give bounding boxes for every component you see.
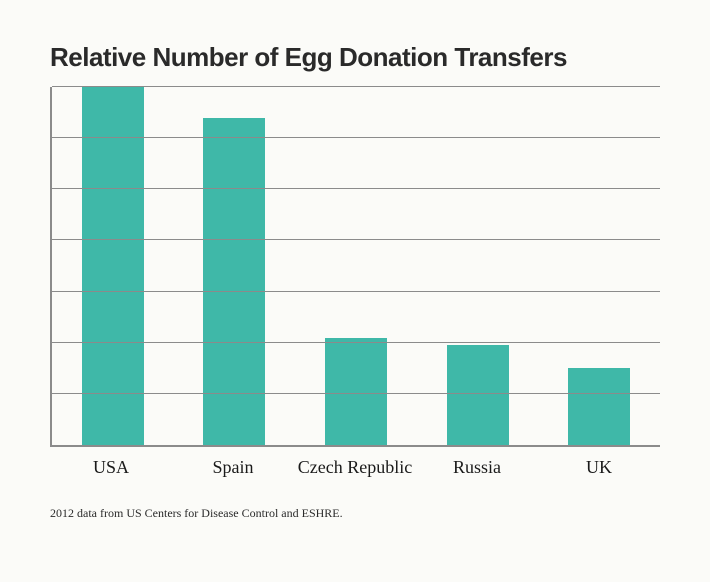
- bar: [325, 338, 387, 445]
- gridline: [52, 86, 660, 87]
- bar-slot: [538, 87, 660, 445]
- gridline: [52, 137, 660, 138]
- bars-group: [52, 87, 660, 445]
- bar-slot: [52, 87, 174, 445]
- bar-slot: [417, 87, 539, 445]
- x-axis-label: Czech Republic: [294, 457, 416, 478]
- bar-slot: [295, 87, 417, 445]
- bar-slot: [174, 87, 296, 445]
- x-axis-label: Spain: [172, 457, 294, 478]
- gridline: [52, 342, 660, 343]
- bar: [203, 118, 265, 445]
- bar: [447, 345, 509, 445]
- plot-area: [50, 87, 660, 447]
- bar: [568, 368, 630, 445]
- gridline: [52, 291, 660, 292]
- x-axis: USASpainCzech RepublicRussiaUK: [50, 457, 660, 478]
- x-axis-label: Russia: [416, 457, 538, 478]
- bar: [82, 87, 144, 445]
- chart-container: Relative Number of Egg Donation Transfer…: [0, 0, 710, 582]
- x-axis-label: UK: [538, 457, 660, 478]
- x-axis-label: USA: [50, 457, 172, 478]
- chart-title: Relative Number of Egg Donation Transfer…: [50, 42, 662, 73]
- gridline: [52, 393, 660, 394]
- gridline: [52, 239, 660, 240]
- chart-footnote: 2012 data from US Centers for Disease Co…: [50, 506, 662, 521]
- gridline: [52, 188, 660, 189]
- chart-wrap: USASpainCzech RepublicRussiaUK: [50, 87, 660, 478]
